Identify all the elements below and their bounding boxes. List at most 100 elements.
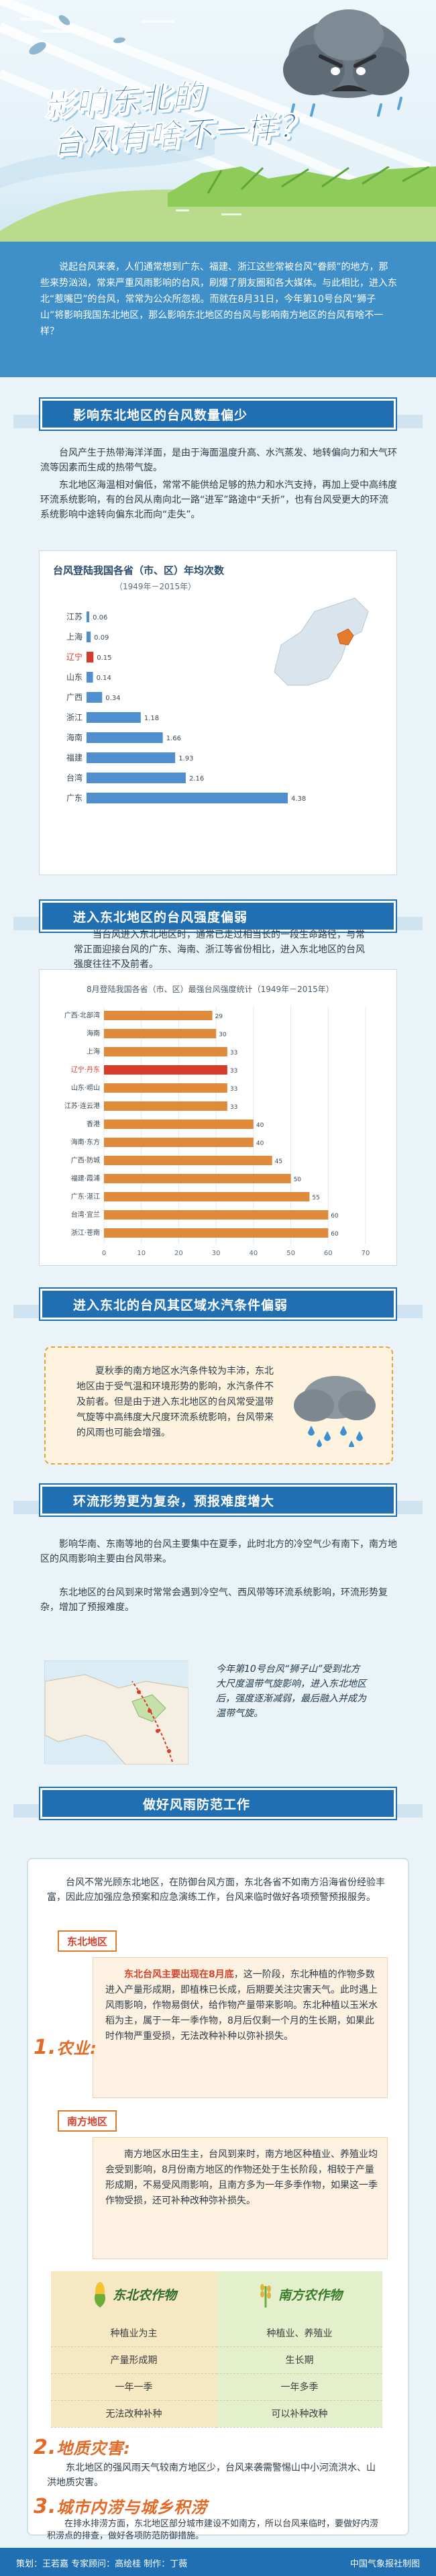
chart1-category-label: 山东	[66, 673, 83, 682]
section1-para2: 东北地区海温相对偏低，常常不能供给足够的热力和水汽支持，再加上受中高纬度环流系统…	[40, 480, 397, 520]
north-body: ，这一阶段，东北种植的作物多数进入产量形成期，即植株已长成，后期要关注灾害天气。…	[105, 1969, 378, 2042]
section1-heading: 影响东北地区的台风数量偏少	[73, 407, 248, 423]
section2-para: 当台风进入东北地区时，通常已走过相当长的一段生命路径，与常常正面迎接台风的广东、…	[74, 930, 365, 970]
chart2-tick-label: 40	[249, 1250, 258, 1257]
section1-header: 影响东北地区的台风数量偏少	[0, 395, 436, 434]
chart2-category-label: 广西·防城	[71, 1156, 100, 1165]
grass-illustration	[0, 166, 436, 242]
chart2-bar	[104, 1083, 227, 1093]
section5-header: 做好风雨防范工作	[0, 1784, 436, 1823]
chart2-title: 8月登陆我国各省（市、区）最强台风强度统计（1949年－2015年）	[87, 985, 334, 994]
chart2-category-label: 海南	[87, 1029, 100, 1038]
chart2-category-label: 浙江·苍南	[71, 1228, 100, 1237]
chart2-bar	[104, 1029, 217, 1038]
chart2-bar	[104, 1120, 254, 1129]
chart2-category-label: 山东·崂山	[71, 1083, 100, 1092]
chart2-bar	[104, 1047, 227, 1056]
section4-band: 环流形势更为复杂，预报难度增大	[40, 1485, 396, 1516]
section3-heading: 进入东北的台风其区域水汽条件偏弱	[73, 1297, 288, 1313]
south-tag: 南方地区	[58, 2110, 117, 2132]
defense-intro: 台风不常光顾东北地区，在防御台风方面，东北各省不如南方沿海省份经验丰富，因此应加…	[47, 1877, 385, 1903]
chart2-tick-label: 70	[362, 1250, 370, 1257]
chart2-category-label: 广西·北部湾	[64, 1011, 100, 1020]
chart1-value-label: 0.14	[97, 675, 111, 682]
section3-header: 进入东北的台风其区域水汽条件偏弱	[0, 1285, 436, 1324]
chart1-bar	[87, 793, 288, 803]
chart2-category-label: 福建·霞浦	[71, 1174, 100, 1183]
north-crops-head: 东北农作物	[51, 2271, 217, 2320]
crop-cell: 产量形成期	[51, 2346, 217, 2374]
chart2-value-label: 33	[230, 1068, 237, 1075]
chart1-bar	[87, 692, 103, 703]
chart1-value-label: 2.16	[189, 775, 204, 783]
chart1-bar	[87, 672, 93, 683]
chart1-value-label: 1.93	[178, 755, 193, 762]
chart1-category-label: 海南	[66, 732, 83, 742]
rice-icon	[260, 2284, 271, 2308]
chart1-bar	[87, 611, 90, 622]
chart2-value-label: 60	[331, 1213, 339, 1220]
crop-cell: 生长期	[217, 2346, 382, 2374]
chart1-value-label: 1.18	[144, 715, 159, 722]
chart2-value-label: 45	[275, 1158, 282, 1165]
chart1-bar	[87, 752, 176, 763]
chart2-bar	[104, 1011, 213, 1020]
chart2-value-label: 33	[230, 1086, 237, 1093]
chart1-bar	[87, 632, 91, 642]
chart1-subtitle: （1949年－2015年）	[115, 582, 197, 591]
chart1-category-label: 广东	[66, 793, 83, 803]
crop-cell: 一年多季	[217, 2373, 382, 2401]
chart1-bar	[87, 652, 94, 662]
chart2-panel: 8月登陆我国各省（市、区）最强台风强度统计（1949年－2015年） 0 10 20…	[39, 969, 397, 1266]
chart2-tick-label: 10	[137, 1250, 146, 1257]
chart1-value-label: 0.34	[105, 695, 120, 702]
chart1-category-label: 江苏	[66, 612, 83, 622]
chart2-category-label: 广东·湛江	[71, 1192, 100, 1201]
chart2-value-label: 55	[312, 1195, 319, 1201]
chart1-bar	[87, 732, 163, 743]
intro-band: 说起台风来袭，人们通常想到广东、福建、浙江这些常被台风“眷顾”的地方，那些来势汹…	[0, 242, 436, 377]
chart2-tick-label: 60	[324, 1250, 333, 1257]
chart1-value-label: 0.15	[97, 654, 111, 662]
section5-heading: 做好风雨防范工作	[143, 1797, 251, 1812]
section1-para1: 台风产生于热带海洋洋面，是由于海面温度升高、水汽蒸发、地转偏向力和大气环流等因素…	[40, 448, 397, 473]
chart2-bar	[104, 1138, 254, 1147]
section4-header: 环流形势更为复杂，预报难度增大	[0, 1481, 436, 1520]
chart2-value-label: 33	[230, 1104, 237, 1111]
intro-text: 说起台风来袭，人们通常想到广东、福建、浙江这些常被台风“眷顾”的地方，那些来势汹…	[40, 262, 397, 337]
section3-para: 夏秋季的南方地区水汽条件较为丰沛，东北地区由于受气温和环境形势的影响，水汽条件不…	[76, 1366, 274, 1438]
chart2-category-label: 上海	[87, 1047, 100, 1056]
chart2-category-label: 辽宁·丹东	[71, 1065, 100, 1074]
chart1-value-label: 4.38	[291, 795, 306, 803]
chart2-value-label: 50	[294, 1177, 302, 1183]
section2-header: 进入东北地区的台风强度偏弱	[0, 897, 436, 936]
chart1-panel: 台风登陆我国各省（市、区）年均次数 （1949年－2015年） 江苏 0.06 上海…	[39, 550, 397, 875]
map-note: 今年第10号台风“狮子山”受到北方大尺度温带气旋影响，进入东北地区后，强度逐渐减…	[216, 1664, 366, 1719]
chart1-category-label: 浙江	[66, 713, 83, 722]
chart2-category-label: 台湾·宜兰	[71, 1210, 100, 1219]
chart1-value-label: 0.06	[93, 614, 107, 622]
chart2-tick-label: 50	[286, 1250, 295, 1257]
vapor-box: 夏秋季的南方地区水汽条件较为丰沛，东北地区由于受气温和环境形势的影响，水汽条件不…	[44, 1346, 393, 1465]
chart2-category-label: 海南·东方	[71, 1138, 100, 1146]
chart1-category-label: 台湾	[66, 773, 83, 783]
crop-cell: 种植业为主	[51, 2320, 217, 2347]
chart2-bar	[104, 1228, 329, 1238]
chart1-bar	[87, 773, 186, 783]
chart2-value-label: 40	[256, 1140, 264, 1147]
crop-comparison-table: 东北农作物 南方农作物 种植业为主 种植业、养殖业 产量形成期 生长期 一年一季 一年…	[51, 2271, 382, 2428]
south-text: 南方地区水田生主，台风到来时，南方地区种植业、养殖业均会受到影响，8月份南方地区…	[105, 2149, 378, 2206]
chart2-value-label: 60	[331, 1231, 339, 1238]
north-tag: 东北地区	[58, 1930, 117, 1952]
footer-publisher: 中国气象报社制图	[349, 2559, 420, 2569]
category2-text: 东北地区的强风雨天气较南方地区少，台风来袭需警惕山中小河流洪水、山洪地质灾害。	[47, 2463, 376, 2488]
footer-credits: 策划：王若嘉 专家顾问：高绘桂 制作：丁薇	[16, 2559, 188, 2569]
chart1-category-label: 广西	[66, 693, 83, 702]
china-map-illustration	[274, 597, 369, 686]
chart2-tick-label: 20	[174, 1250, 183, 1257]
section1-band: 影响东北地区的台风数量偏少	[40, 399, 396, 430]
chart2-bar	[104, 1065, 227, 1075]
south-crops-head: 南方农作物	[217, 2271, 382, 2320]
section2-band: 进入东北地区的台风强度偏弱	[40, 901, 396, 932]
